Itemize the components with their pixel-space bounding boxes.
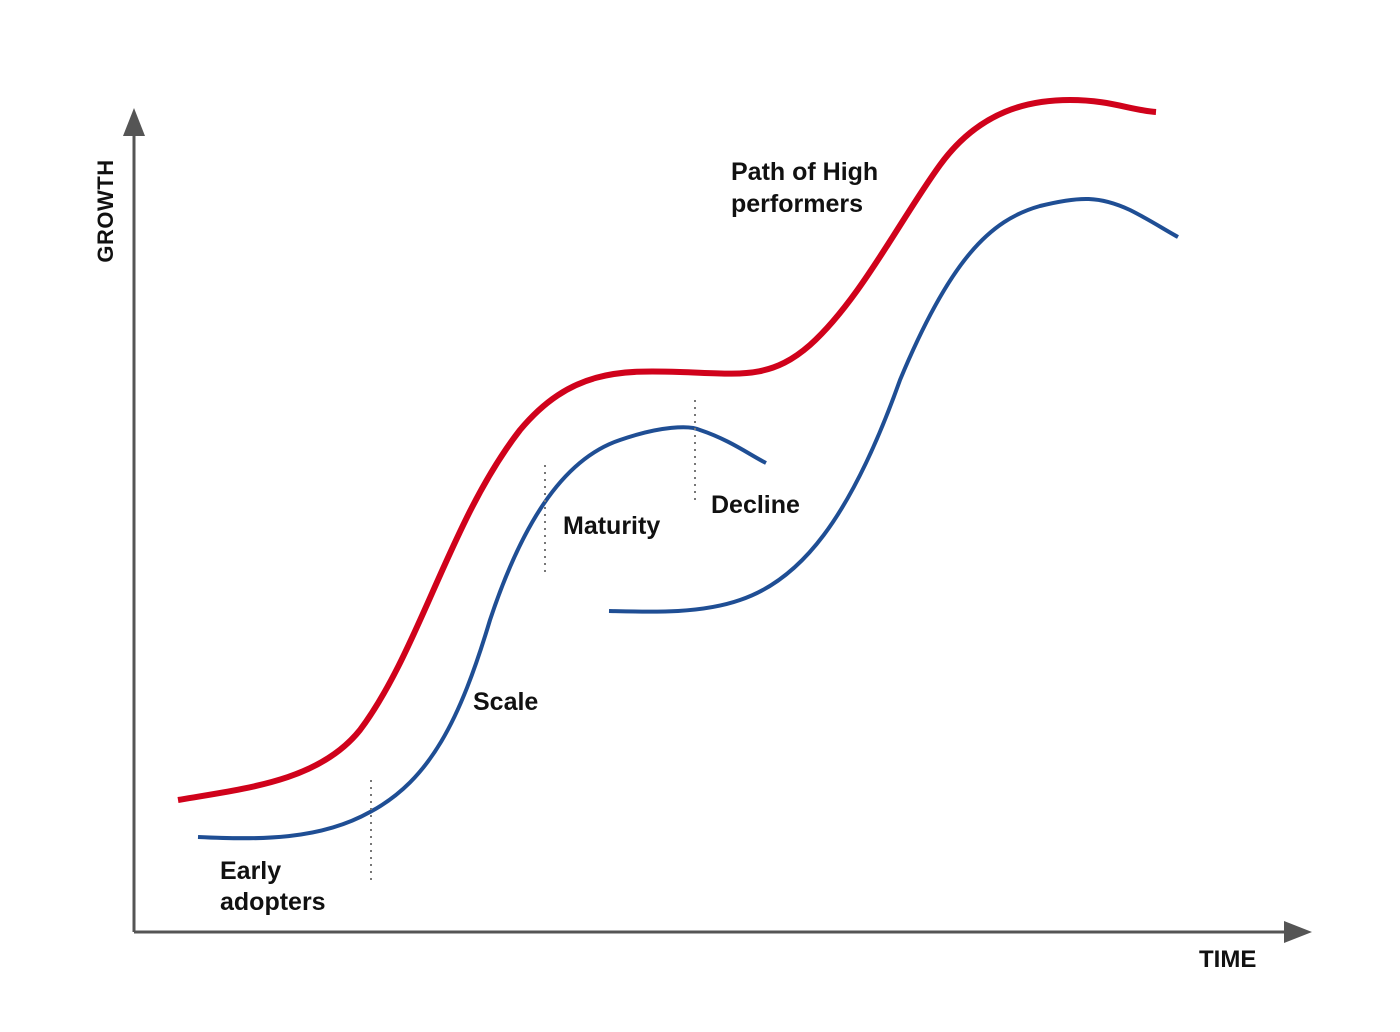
scale-label: Scale <box>473 688 539 716</box>
x-axis-label: TIME <box>1199 946 1257 973</box>
high-performers-label-line1: Path of High <box>731 158 879 186</box>
maturity-label: Maturity <box>563 512 661 540</box>
early-adopters-label-line2: adopters <box>220 888 326 916</box>
high-performers-label-line2: performers <box>731 190 863 218</box>
high-performers-curve <box>177 96 1157 803</box>
second-s-curve <box>608 197 1179 614</box>
first-s-curve <box>197 425 767 841</box>
decline-label: Decline <box>711 491 800 519</box>
early-adopters-label-line1: Early <box>220 857 282 885</box>
x-axis-arrowhead <box>1284 921 1312 943</box>
y-axis-arrowhead <box>123 108 145 136</box>
y-axis-label: GROWTH <box>93 159 118 263</box>
